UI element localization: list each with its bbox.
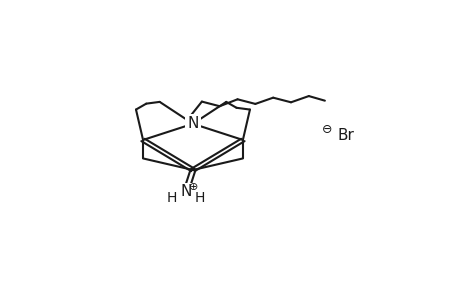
Text: ⊖: ⊖ [321, 123, 331, 136]
Text: H: H [194, 191, 204, 206]
Text: N: N [180, 184, 191, 200]
Text: N: N [187, 116, 198, 131]
Text: ⊕: ⊕ [189, 182, 198, 192]
Text: Br: Br [336, 128, 353, 143]
Text: H: H [167, 191, 177, 206]
